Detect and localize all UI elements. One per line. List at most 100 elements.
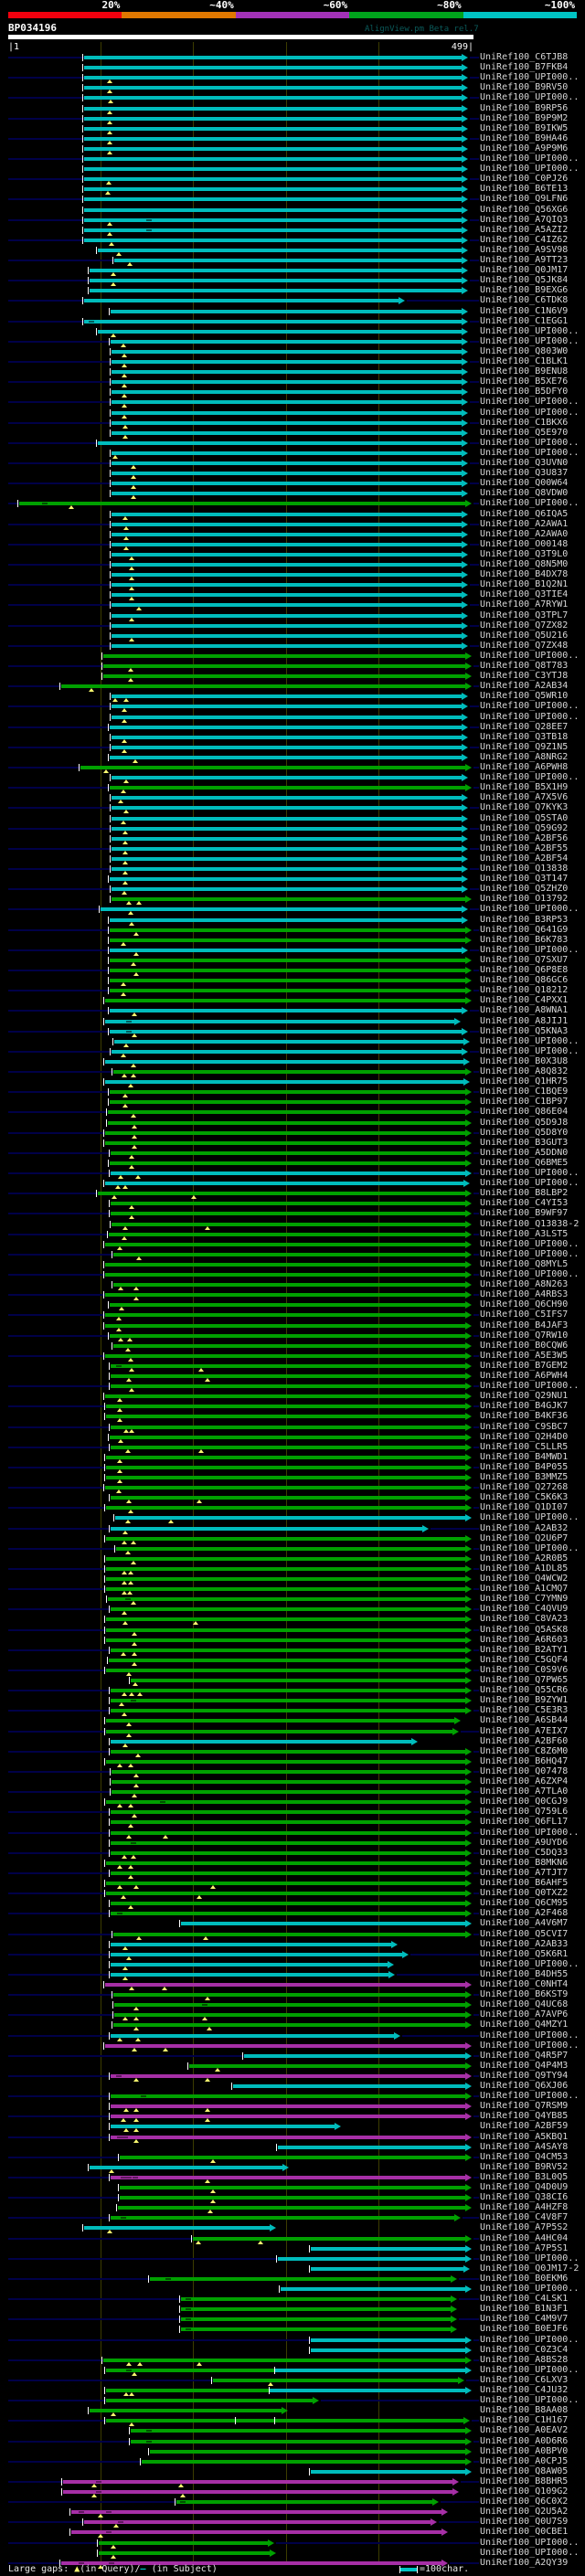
hit-bar[interactable]: [112, 836, 462, 841]
hit-label[interactable]: UniRef100_Q5E970: [480, 427, 569, 438]
hit-label[interactable]: UniRef100_B9HA46: [480, 133, 569, 143]
hit-label[interactable]: UniRef100_B9ZYW1: [480, 1695, 569, 1706]
hit-label[interactable]: UniRef100_C1N6V9: [480, 305, 569, 316]
hit-label[interactable]: UniRef100_B5X1H9: [480, 782, 569, 793]
hit-label[interactable]: UniRef100_Q4CM53: [480, 2151, 569, 2162]
hit-bar[interactable]: [112, 643, 462, 648]
hit-bar[interactable]: [106, 1415, 465, 1419]
hit-bar[interactable]: [311, 2246, 465, 2251]
hit-bar[interactable]: [111, 1749, 465, 1754]
hit-bar[interactable]: [108, 1110, 465, 1115]
hit-bar[interactable]: [90, 269, 462, 273]
hit-bar[interactable]: [105, 1394, 465, 1399]
hit-bar[interactable]: [111, 1425, 465, 1429]
hit-bar[interactable]: [111, 2135, 465, 2139]
hit-label[interactable]: UniRef100_Q13838-2: [480, 1218, 580, 1229]
hit-bar[interactable]: [131, 1679, 465, 1682]
hit-label[interactable]: UniRef100_C4QVU9: [480, 1604, 569, 1615]
hit-label[interactable]: UniRef100_B4MWD1: [480, 1451, 569, 1462]
hit-label[interactable]: UniRef100_Q0U7S9: [480, 2517, 569, 2528]
hit-bar[interactable]: [84, 116, 462, 121]
hit-bar[interactable]: [80, 766, 465, 769]
hit-label[interactable]: UniRef100_C4PXX1: [480, 995, 569, 1006]
hit-label[interactable]: UniRef100_C1H167: [480, 2415, 569, 2426]
hit-bar[interactable]: [113, 1993, 465, 1998]
hit-label[interactable]: UniRef100_Q109G2: [480, 2486, 569, 2496]
hit-label[interactable]: UniRef100_Q0CBE1: [480, 2527, 569, 2538]
hit-label[interactable]: UniRef100_Q9TY94: [480, 2070, 569, 2081]
hit-label[interactable]: UniRef100_B0EJF6: [480, 2324, 569, 2335]
hit-label[interactable]: UniRef100_Q7PW65: [480, 1675, 569, 1685]
hit-bar[interactable]: [98, 1192, 465, 1196]
hit-bar[interactable]: [114, 2013, 465, 2018]
hit-label[interactable]: UniRef100_Q6BME5: [480, 1157, 569, 1168]
hit-label[interactable]: UniRef100_A2AWA0: [480, 528, 569, 539]
hit-bar[interactable]: [111, 1496, 465, 1500]
hit-bar[interactable]: [105, 999, 465, 1003]
hit-bar[interactable]: [131, 2439, 465, 2443]
hit-bar[interactable]: [112, 613, 462, 618]
hit-bar[interactable]: [106, 1800, 465, 1805]
hit-label[interactable]: UniRef100_B9ENU8: [480, 366, 569, 377]
hit-label[interactable]: UniRef100_A2BF60: [480, 1735, 569, 1746]
hit-label[interactable]: UniRef100_C1BKX6: [480, 417, 569, 428]
hit-label[interactable]: UniRef100_UPI000..: [480, 2547, 580, 2558]
hit-label[interactable]: UniRef100_B4KF36: [480, 1411, 569, 1422]
hit-label[interactable]: UniRef100_A1DL85: [480, 1563, 569, 1574]
hit-bar[interactable]: [112, 826, 462, 831]
hit-bar[interactable]: [281, 2287, 465, 2291]
hit-label[interactable]: UniRef100_C6TDK8: [480, 295, 569, 306]
hit-bar[interactable]: [106, 2399, 313, 2403]
hit-bar[interactable]: [103, 653, 465, 658]
hit-bar[interactable]: [84, 2520, 431, 2525]
hit-label[interactable]: UniRef100_B5DFY0: [480, 387, 569, 398]
hit-bar[interactable]: [114, 259, 462, 262]
hit-bar[interactable]: [99, 2540, 268, 2545]
hit-label[interactable]: UniRef100_Q4D0U9: [480, 2182, 569, 2192]
hit-label[interactable]: UniRef100_C5IFS7: [480, 1309, 569, 1320]
hit-bar[interactable]: [112, 552, 462, 557]
hit-label[interactable]: UniRef100_A6ZXP4: [480, 1776, 569, 1786]
hit-label[interactable]: UniRef100_Q6FL17: [480, 1817, 569, 1828]
hit-bar[interactable]: [84, 217, 462, 222]
hit-label[interactable]: UniRef100_A4HZF8: [480, 2202, 569, 2213]
hit-bar[interactable]: [84, 136, 462, 141]
hit-bar[interactable]: [311, 2266, 463, 2271]
hit-label[interactable]: UniRef100_UPI000..: [480, 164, 580, 175]
hit-label[interactable]: UniRef100_UPI000..: [480, 2334, 580, 2345]
hit-label[interactable]: UniRef100_B9RV52: [480, 2161, 569, 2172]
hit-bar[interactable]: [98, 440, 462, 445]
hit-label[interactable]: UniRef100_UPI000..: [480, 447, 580, 458]
hit-bar[interactable]: [113, 1932, 465, 1936]
hit-label[interactable]: UniRef100_UPI000..: [480, 1512, 580, 1523]
hit-bar[interactable]: [112, 430, 462, 435]
hit-bar[interactable]: [98, 248, 462, 252]
hit-bar[interactable]: [84, 96, 462, 101]
hit-bar[interactable]: [84, 106, 462, 111]
hit-bar[interactable]: [110, 755, 462, 759]
hit-label[interactable]: UniRef100_Q6P8E8: [480, 965, 569, 975]
hit-bar[interactable]: [120, 2196, 465, 2200]
hit-bar[interactable]: [111, 1739, 411, 1744]
hit-label[interactable]: UniRef100_UPI000..: [480, 1178, 580, 1189]
hit-label[interactable]: UniRef100_Q4YB85: [480, 2111, 569, 2122]
hit-label[interactable]: UniRef100_C1BLK1: [480, 356, 569, 366]
hit-bar[interactable]: [118, 2206, 465, 2210]
hit-bar[interactable]: [84, 2226, 270, 2231]
hit-bar[interactable]: [111, 1709, 465, 1713]
hit-bar[interactable]: [110, 877, 462, 882]
hit-label[interactable]: UniRef100_Q3TB18: [480, 731, 569, 742]
hit-bar[interactable]: [110, 786, 465, 790]
hit-label[interactable]: UniRef100_A2BF56: [480, 832, 569, 843]
hit-label[interactable]: UniRef100_A2BF55: [480, 843, 569, 853]
hit-label[interactable]: UniRef100_Q5D9J8: [480, 1117, 569, 1128]
hit-label[interactable]: UniRef100_C6LXV3: [480, 2374, 569, 2385]
hit-bar[interactable]: [84, 197, 462, 202]
hit-bar[interactable]: [84, 86, 462, 90]
hit-bar[interactable]: [278, 2145, 465, 2149]
hit-bar[interactable]: [112, 806, 462, 811]
hit-label[interactable]: UniRef100_UPI000..: [480, 650, 580, 661]
hit-bar[interactable]: [181, 2297, 451, 2302]
hit-label[interactable]: UniRef100_Q5CVI7: [480, 1928, 569, 1939]
hit-label[interactable]: UniRef100_B0X3U8: [480, 1055, 569, 1066]
